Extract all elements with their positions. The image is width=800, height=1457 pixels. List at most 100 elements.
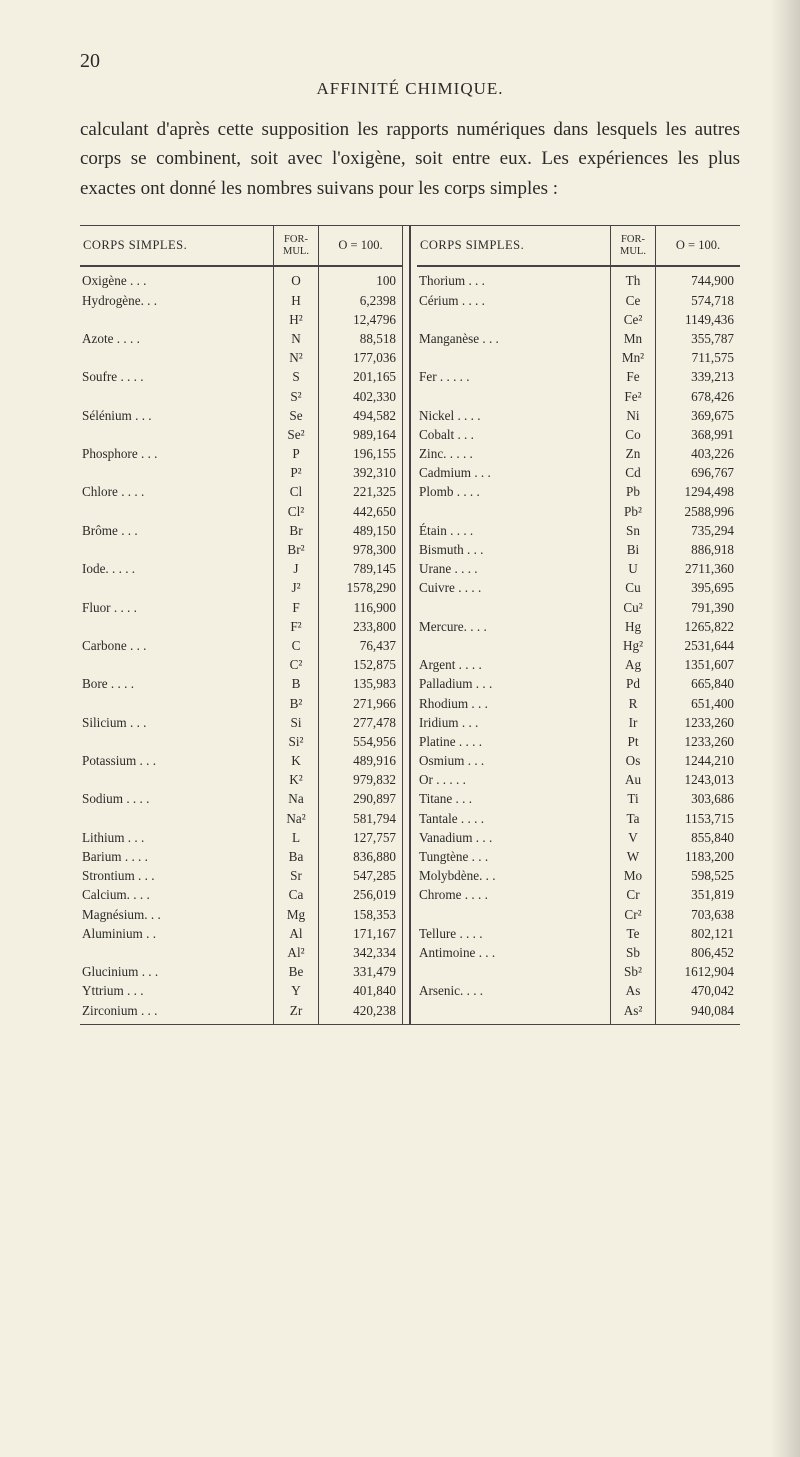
element-symbol: J (276, 559, 316, 578)
element-symbol: O (276, 271, 316, 290)
element-value: 554,956 (321, 732, 400, 751)
element-symbol: U (613, 559, 653, 578)
element-value: 806,452 (658, 943, 738, 962)
element-name: Potassium . . . (82, 751, 271, 770)
element-symbol: Br (276, 521, 316, 540)
element-symbol: K² (276, 770, 316, 789)
element-name (82, 502, 271, 521)
element-name: Rhodium . . . (419, 694, 608, 713)
atomic-weights-table: CORPS SIMPLES. FOR­MUL. O = 100. Oxigène… (80, 225, 740, 1024)
element-name: Calcium. . . . (82, 885, 271, 904)
element-symbol: Br² (276, 540, 316, 559)
element-name: Carbone . . . (82, 636, 271, 655)
element-symbol: Si (276, 713, 316, 732)
element-name: Mercure. . . . (419, 617, 608, 636)
element-name (419, 502, 608, 521)
running-head: AFFINITÉ CHIMIQUE. (80, 79, 740, 99)
element-value: 744,900 (658, 271, 738, 290)
element-name (419, 962, 608, 981)
element-symbol: S² (276, 387, 316, 406)
element-name: Hydrogène. . . (82, 291, 271, 310)
element-name: Sélénium . . . (82, 406, 271, 425)
element-name: Oxigène . . . (82, 271, 271, 290)
element-name: Nickel . . . . (419, 406, 608, 425)
element-name: Barium . . . . (82, 847, 271, 866)
element-value: 442,650 (321, 502, 400, 521)
element-value: 351,819 (658, 885, 738, 904)
element-name (419, 310, 608, 329)
element-name (82, 348, 271, 367)
element-value: 581,794 (321, 809, 400, 828)
element-symbol: N (276, 329, 316, 348)
element-symbol: Se² (276, 425, 316, 444)
element-symbol: P² (276, 463, 316, 482)
element-symbol: Co (613, 425, 653, 444)
element-value: 735,294 (658, 521, 738, 540)
element-symbol: R (613, 694, 653, 713)
element-symbol: Mg (276, 905, 316, 924)
element-name: Chlore . . . . (82, 482, 271, 501)
element-value: 2531,644 (658, 636, 738, 655)
element-symbol: H² (276, 310, 316, 329)
element-value: 401,840 (321, 981, 400, 1000)
element-value: 703,638 (658, 905, 738, 924)
element-symbol: F (276, 598, 316, 617)
element-value: 1149,436 (658, 310, 738, 329)
element-value: 12,4796 (321, 310, 400, 329)
element-value: 989,164 (321, 425, 400, 444)
element-value: 1153,715 (658, 809, 738, 828)
table-header-row: CORPS SIMPLES. FOR­MUL. O = 100. (417, 226, 740, 267)
element-value: 598,525 (658, 866, 738, 885)
element-value: 1578,290 (321, 578, 400, 597)
element-name: Cuivre . . . . (419, 578, 608, 597)
element-value: 233,800 (321, 617, 400, 636)
element-symbol: Se (276, 406, 316, 425)
element-symbol: P (276, 444, 316, 463)
element-value: 789,145 (321, 559, 400, 578)
body-paragraph: calculant d'après cette supposition les … (80, 115, 740, 203)
element-name (82, 387, 271, 406)
element-symbol: Cd (613, 463, 653, 482)
element-symbol: Mn (613, 329, 653, 348)
element-symbol: B² (276, 694, 316, 713)
element-value: 574,718 (658, 291, 738, 310)
element-symbol: J² (276, 578, 316, 597)
element-symbol: Cu² (613, 598, 653, 617)
element-name: Fluor . . . . (82, 598, 271, 617)
element-value: 678,426 (658, 387, 738, 406)
element-name (82, 770, 271, 789)
element-name: Chrome . . . . (419, 885, 608, 904)
element-symbol: Zn (613, 444, 653, 463)
element-value: 303,686 (658, 789, 738, 808)
element-name (82, 578, 271, 597)
element-name: Glucinium . . . (82, 962, 271, 981)
element-name: Argent . . . . (419, 655, 608, 674)
element-value: 802,121 (658, 924, 738, 943)
element-symbol: W (613, 847, 653, 866)
element-value: 886,918 (658, 540, 738, 559)
element-name: Phosphore . . . (82, 444, 271, 463)
element-symbol: Zr (276, 1001, 316, 1020)
element-name (419, 348, 608, 367)
element-symbol: Ni (613, 406, 653, 425)
element-name: Platine . . . . (419, 732, 608, 751)
element-symbol: Cu (613, 578, 653, 597)
element-symbol: Mo (613, 866, 653, 885)
element-name: Molybdène. . . (419, 866, 608, 885)
element-symbol: Cr² (613, 905, 653, 924)
element-symbol: Ca (276, 885, 316, 904)
element-symbol: Al² (276, 943, 316, 962)
element-value: 177,036 (321, 348, 400, 367)
header-o100: O = 100. (656, 226, 740, 265)
element-name: Aluminium . . (82, 924, 271, 943)
element-symbol: Si² (276, 732, 316, 751)
element-value: 420,238 (321, 1001, 400, 1020)
element-value: 665,840 (658, 674, 738, 693)
element-value: 978,300 (321, 540, 400, 559)
element-value: 979,832 (321, 770, 400, 789)
element-value: 1294,498 (658, 482, 738, 501)
element-value: 489,150 (321, 521, 400, 540)
element-name: Iridium . . . (419, 713, 608, 732)
element-name: Plomb . . . . (419, 482, 608, 501)
header-formul: FOR­MUL. (610, 226, 656, 265)
